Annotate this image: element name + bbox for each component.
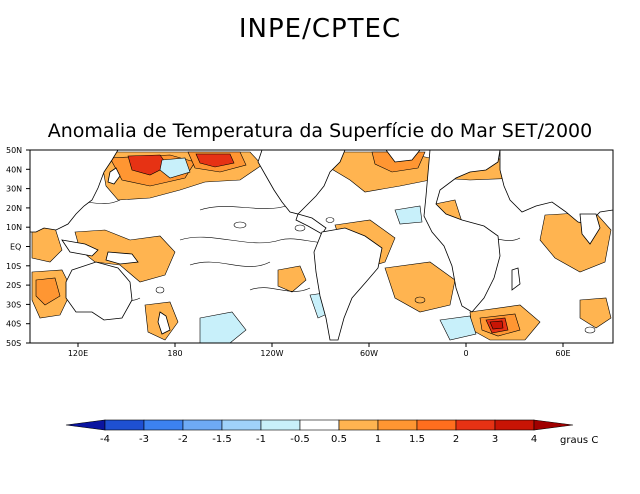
japan-island (107, 167, 121, 185)
lon-label: 60E (555, 349, 570, 358)
anomaly-patch (277, 265, 307, 293)
colorbar-segment (221, 419, 262, 431)
lat-label: 40N (6, 165, 22, 174)
greenland-landmass (385, 150, 421, 163)
colorbar-tick-label: 2 (453, 434, 459, 445)
colorbar-tick-label: 0.5 (331, 434, 347, 445)
colorbar-tick-label: -3 (139, 434, 149, 445)
colorbar-segment (338, 419, 379, 431)
new-guinea-island (105, 251, 139, 265)
colorbar-tick-label: -4 (100, 434, 110, 445)
map-title: Anomalia de Temperatura da Superfície do… (47, 120, 593, 142)
colorbar-tick-label: -2 (178, 434, 188, 445)
colorbar-tick-label: -0.5 (290, 434, 310, 445)
colorbar-segment (299, 419, 340, 431)
anomaly-patch (579, 297, 612, 329)
colorbar-segment (416, 419, 457, 431)
land-masses (30, 150, 613, 341)
lat-ticks (26, 149, 30, 344)
colorbar-tick-label: 1 (375, 434, 381, 445)
anomaly-patch (159, 157, 191, 179)
lat-label: 20S (6, 281, 21, 290)
asia-landmass (30, 150, 119, 233)
colorbar-segment (377, 419, 418, 431)
colorbar-tick-label: -1 (256, 434, 266, 445)
colorbar-tick-label: 3 (492, 434, 498, 445)
lat-label: 30S (6, 300, 21, 309)
colorbar-tick-label: -1.5 (212, 434, 232, 445)
anomaly-patch (199, 311, 247, 343)
lon-label: 0 (463, 349, 468, 358)
colorbar-segment (494, 419, 535, 431)
lat-label: 30N (6, 185, 22, 194)
colorbar (65, 419, 574, 431)
lat-label: 40S (6, 320, 21, 329)
colorbar-segment (533, 419, 574, 431)
lat-label: 10S (6, 262, 21, 271)
south-america-landmass (313, 227, 383, 341)
anomaly-patch (439, 315, 477, 341)
north-america-landmass (257, 150, 346, 215)
anomaly-patch (35, 277, 61, 306)
lon-labels: 120E 180 120W 60W 0 60E (68, 349, 571, 358)
anomaly-field (30, 150, 613, 343)
lat-label: 50S (6, 339, 21, 348)
indonesia-islands (61, 239, 99, 257)
colorbar-segment (65, 419, 106, 431)
colorbar-segment (260, 419, 301, 431)
madagascar-island (511, 267, 521, 291)
lon-ticks (77, 343, 564, 347)
lat-label: 10N (6, 223, 22, 232)
lon-label: 180 (167, 349, 182, 358)
anomaly-patch (489, 320, 504, 330)
lon-label: 120E (68, 349, 88, 358)
anomaly-patch (384, 261, 456, 313)
anomaly-patch (195, 153, 235, 168)
australia-landmass (65, 261, 133, 321)
lat-label: 20N (6, 204, 22, 213)
colorbar-tick-label: 4 (531, 434, 537, 445)
anomaly-patch (394, 205, 423, 225)
lat-labels: 50N 40N 30N 20N 10N EQ 10S 20S 30S 40S 5… (6, 146, 22, 348)
arabia-asia-landmass (499, 150, 613, 225)
lat-label: 50N (6, 146, 22, 155)
anomaly-patch (127, 154, 169, 176)
colorbar-segment (455, 419, 496, 431)
colorbar-labels: -4 -3 -2 -1.5 -1 -0.5 0.5 1 1.5 2 3 4 (100, 434, 537, 445)
colorbar-segment (143, 419, 184, 431)
india-landmass (579, 213, 601, 245)
lat-label: EQ (10, 243, 21, 252)
colorbar-segment (182, 419, 223, 431)
colorbar-unit: graus C (560, 435, 598, 446)
lon-label: 60W (360, 349, 378, 358)
lon-label: 120W (260, 349, 283, 358)
new-zealand-islands (157, 311, 171, 335)
colorbar-segment (104, 419, 145, 431)
agency-title: INPE/CPTEC (238, 14, 402, 44)
colorbar-tick-label: 1.5 (409, 434, 425, 445)
europe-africa-landmass (423, 150, 501, 313)
